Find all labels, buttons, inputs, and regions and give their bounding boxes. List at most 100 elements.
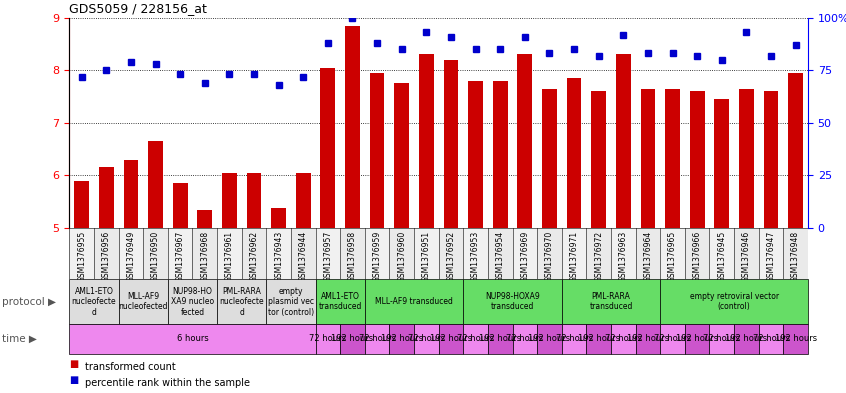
Text: GSM1376970: GSM1376970 <box>545 230 554 282</box>
Bar <box>124 160 138 228</box>
Bar <box>714 99 729 228</box>
Text: MLL-AF9 transduced: MLL-AF9 transduced <box>375 297 453 306</box>
Bar <box>74 181 89 228</box>
Text: 192 hours: 192 hours <box>627 334 669 343</box>
Bar <box>443 60 459 228</box>
Bar <box>266 228 291 279</box>
Text: GSM1376956: GSM1376956 <box>102 230 111 282</box>
Text: empty retroviral vector
(control): empty retroviral vector (control) <box>689 292 778 311</box>
Bar <box>148 141 163 228</box>
Text: 192 hours: 192 hours <box>381 334 423 343</box>
Bar <box>616 55 630 228</box>
Text: GSM1376960: GSM1376960 <box>398 230 406 282</box>
Bar <box>438 228 464 279</box>
Text: GSM1376957: GSM1376957 <box>323 230 332 282</box>
Text: percentile rank within the sample: percentile rank within the sample <box>85 378 250 388</box>
Text: GSM1376971: GSM1376971 <box>569 230 579 282</box>
Bar <box>272 208 286 228</box>
Bar <box>665 89 680 228</box>
Bar <box>340 228 365 279</box>
Bar <box>242 228 266 279</box>
Text: GSM1376966: GSM1376966 <box>693 230 701 282</box>
Bar <box>197 209 212 228</box>
Bar <box>759 228 783 279</box>
Text: AML1-ETO
transduced: AML1-ETO transduced <box>318 292 362 311</box>
Text: 192 hours: 192 hours <box>775 334 816 343</box>
Text: GSM1376955: GSM1376955 <box>77 230 86 282</box>
Text: GSM1376962: GSM1376962 <box>250 230 259 282</box>
Text: 192 hours: 192 hours <box>529 334 570 343</box>
Text: 72 hours: 72 hours <box>703 334 740 343</box>
Bar <box>660 228 684 279</box>
Text: ■: ■ <box>69 359 79 369</box>
Bar <box>94 228 118 279</box>
Bar <box>734 228 759 279</box>
Text: GSM1376969: GSM1376969 <box>520 230 530 282</box>
Bar <box>689 91 705 228</box>
Text: GSM1376947: GSM1376947 <box>766 230 776 282</box>
Text: 72 hours: 72 hours <box>752 334 789 343</box>
Bar <box>684 228 710 279</box>
Text: GSM1376968: GSM1376968 <box>201 230 209 282</box>
Bar <box>168 228 192 279</box>
Text: GSM1376948: GSM1376948 <box>791 230 800 282</box>
Text: time ▶: time ▶ <box>2 334 36 344</box>
Text: 192 hours: 192 hours <box>332 334 374 343</box>
Text: 72 hours: 72 hours <box>605 334 642 343</box>
Text: GSM1376967: GSM1376967 <box>176 230 184 282</box>
Text: GSM1376946: GSM1376946 <box>742 230 751 282</box>
Text: GSM1376951: GSM1376951 <box>422 230 431 282</box>
Text: NUP98-HO
XA9 nucleo
fected: NUP98-HO XA9 nucleo fected <box>171 287 214 316</box>
Text: empty
plasmid vec
tor (control): empty plasmid vec tor (control) <box>268 287 314 316</box>
Bar <box>464 228 488 279</box>
Text: GSM1376953: GSM1376953 <box>471 230 480 282</box>
Text: GSM1376963: GSM1376963 <box>618 230 628 282</box>
Bar <box>764 91 778 228</box>
Bar <box>321 68 335 228</box>
Text: 192 hours: 192 hours <box>676 334 718 343</box>
Text: GSM1376952: GSM1376952 <box>447 230 455 282</box>
Bar <box>518 55 532 228</box>
Text: 192 hours: 192 hours <box>430 334 472 343</box>
Bar <box>370 73 384 228</box>
Bar <box>788 73 803 228</box>
Bar <box>468 81 483 228</box>
Bar <box>247 173 261 228</box>
Bar <box>296 173 310 228</box>
Bar <box>345 26 360 228</box>
Text: 6 hours: 6 hours <box>177 334 208 343</box>
Bar <box>291 228 316 279</box>
Bar <box>783 228 808 279</box>
Text: GSM1376944: GSM1376944 <box>299 230 308 282</box>
Text: 72 hours: 72 hours <box>654 334 691 343</box>
Bar <box>99 167 113 228</box>
Text: AML1-ETO
nucleofecte
d: AML1-ETO nucleofecte d <box>72 287 116 316</box>
Text: transformed count: transformed count <box>85 362 175 372</box>
Bar <box>389 228 414 279</box>
Bar <box>222 173 237 228</box>
Bar <box>537 228 562 279</box>
Text: PML-RARA
nucleofecte
d: PML-RARA nucleofecte d <box>219 287 264 316</box>
Bar <box>562 228 586 279</box>
Bar <box>414 228 438 279</box>
Text: NUP98-HOXA9
transduced: NUP98-HOXA9 transduced <box>485 292 540 311</box>
Bar <box>586 228 611 279</box>
Text: GSM1376964: GSM1376964 <box>644 230 652 282</box>
Text: 192 hours: 192 hours <box>479 334 521 343</box>
Text: protocol ▶: protocol ▶ <box>2 297 56 307</box>
Text: GSM1376943: GSM1376943 <box>274 230 283 282</box>
Bar <box>710 228 734 279</box>
Bar <box>611 228 635 279</box>
Text: 192 hours: 192 hours <box>578 334 620 343</box>
Bar <box>488 228 513 279</box>
Text: GSM1376972: GSM1376972 <box>594 230 603 282</box>
Bar <box>542 89 557 228</box>
Bar <box>739 89 754 228</box>
Bar <box>567 78 581 228</box>
Text: 72 hours: 72 hours <box>506 334 543 343</box>
Text: 192 hours: 192 hours <box>725 334 767 343</box>
Bar <box>493 81 508 228</box>
Text: GSM1376959: GSM1376959 <box>372 230 382 282</box>
Text: GSM1376954: GSM1376954 <box>496 230 505 282</box>
Bar <box>365 228 389 279</box>
